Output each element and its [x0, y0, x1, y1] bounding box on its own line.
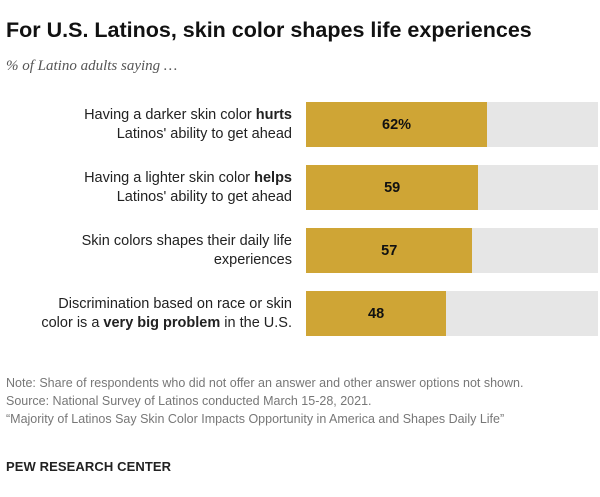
- bar: [306, 165, 479, 210]
- bar-row: Discrimination based on race or skin colo…: [0, 289, 600, 339]
- category-label: Having a lighter skin color helps Latinos…: [84, 170, 292, 205]
- bar-track: 59: [306, 165, 598, 210]
- bar-track: 62%: [306, 102, 598, 147]
- note-text: Note: Share of respondents who did not o…: [6, 376, 524, 390]
- data-label: 48: [368, 305, 385, 322]
- source-text: Source: National Survey of Latinos condu…: [6, 394, 372, 408]
- bar-track: 48: [306, 291, 598, 336]
- chart-title: For U.S. Latinos, skin color shapes life…: [6, 18, 532, 42]
- bar-row: Having a lighter skin color helps Latinos…: [0, 163, 600, 213]
- brand-logo-text: PEW RESEARCH CENTER: [6, 459, 172, 474]
- bar: [306, 291, 447, 336]
- bar: [306, 102, 488, 147]
- data-label: 57: [381, 242, 398, 259]
- category-label: Having a darker skin color hurts Latinos'…: [84, 107, 292, 142]
- chart-subtitle: % of Latino adults saying …: [6, 58, 178, 74]
- bar: [306, 228, 473, 273]
- bar-row: Skin colors shapes their daily life exper…: [0, 226, 600, 276]
- chart-notes: Note: Share of respondents who did not o…: [6, 374, 586, 428]
- category-label: Skin colors shapes their daily life exper…: [81, 233, 292, 268]
- bar-chart: Having a darker skin color hurts Latinos'…: [0, 100, 600, 350]
- bar-track: 57: [306, 228, 598, 273]
- category-label: Discrimination based on race or skin colo…: [41, 296, 292, 331]
- report-title: “Majority of Latinos Say Skin Color Impa…: [6, 412, 505, 426]
- data-label: 59: [384, 179, 401, 196]
- bar-row: Having a darker skin color hurts Latinos'…: [0, 100, 600, 150]
- data-label: 62%: [382, 116, 412, 133]
